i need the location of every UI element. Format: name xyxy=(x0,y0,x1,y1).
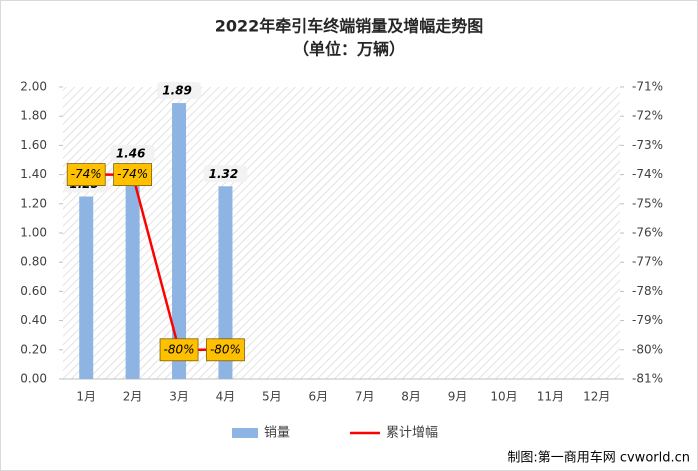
line-value-label: -80% xyxy=(164,342,195,356)
line-label-bg xyxy=(113,163,153,187)
line-value-label: -74% xyxy=(117,167,148,181)
y2-tick-label: -79% xyxy=(632,313,663,327)
x-tick-label: 1月 xyxy=(76,390,96,404)
y-tick-label: 0.80 xyxy=(20,255,47,269)
x-tick-label: 8月 xyxy=(401,390,421,404)
y2-tick-label: -71% xyxy=(632,80,663,94)
legend-label: 销量 xyxy=(264,426,290,441)
x-tick-label: 4月 xyxy=(216,390,236,404)
y-tick-label: 1.80 xyxy=(20,109,47,123)
y2-tick-label: -80% xyxy=(632,342,663,356)
y2-tick-label: -81% xyxy=(632,372,663,386)
bar-label-bg xyxy=(203,165,248,183)
y-tick-label: 0.20 xyxy=(20,342,47,356)
legend-swatch xyxy=(232,428,258,438)
line-label-bg xyxy=(66,163,106,187)
bar xyxy=(172,103,187,379)
chart-subtitle: （单位：万辆） xyxy=(293,40,405,59)
x-tick-label: 7月 xyxy=(355,390,375,404)
y-tick-label: 2.00 xyxy=(20,80,47,94)
x-tick-label: 11月 xyxy=(537,390,564,404)
y-tick-label: 1.00 xyxy=(20,226,47,240)
y-tick-label: 0.00 xyxy=(20,372,47,386)
y-tick-label: 0.40 xyxy=(20,313,47,327)
chart-title: 2022年牵引车终端销量及增幅走势图 xyxy=(215,17,484,36)
y-tick-label: 1.40 xyxy=(20,167,47,181)
y2-tick-label: -78% xyxy=(632,284,663,298)
y2-tick-label: -73% xyxy=(632,138,663,152)
bar-value-label: 1.32 xyxy=(209,167,239,181)
x-tick-label: 10月 xyxy=(490,390,517,404)
y-tick-label: 1.20 xyxy=(20,196,47,210)
x-tick-label: 6月 xyxy=(308,390,328,404)
y2-tick-label: -75% xyxy=(632,196,663,210)
plot-area xyxy=(63,87,620,379)
source-note: 制图:第一商用车网 cvworld.cn xyxy=(507,450,690,466)
line-label-bg xyxy=(159,338,199,362)
line-value-label: -80% xyxy=(210,342,241,356)
bar-label-bg xyxy=(157,82,202,100)
y2-tick-label: -74% xyxy=(632,167,663,181)
x-tick-label: 12月 xyxy=(583,390,610,404)
line-label-bg xyxy=(206,338,245,362)
line xyxy=(86,173,226,352)
x-tick-label: 3月 xyxy=(169,390,189,404)
bar-value-label: 1.46 xyxy=(116,146,146,160)
x-tick-label: 5月 xyxy=(262,390,282,404)
y2-tick-label: -76% xyxy=(632,226,663,240)
y2-tick-label: -72% xyxy=(632,109,663,123)
legend-label: 累计增幅 xyxy=(386,426,438,441)
bar xyxy=(125,165,140,379)
bar xyxy=(218,186,233,379)
x-tick-label: 2月 xyxy=(123,390,143,404)
bar-value-label: 1.89 xyxy=(162,84,192,98)
bar xyxy=(79,196,94,379)
y-tick-label: 0.60 xyxy=(20,284,47,298)
line-value-label: -74% xyxy=(71,167,102,181)
bar-label-bg xyxy=(110,144,155,162)
x-tick-label: 9月 xyxy=(448,390,468,404)
y-tick-label: 1.60 xyxy=(20,138,47,152)
y2-tick-label: -77% xyxy=(632,255,663,269)
